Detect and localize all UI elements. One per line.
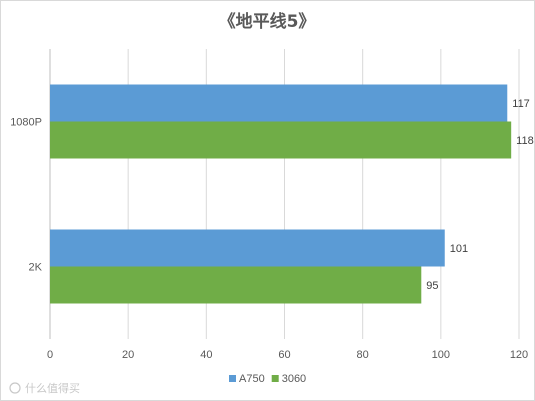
- legend-swatch: [229, 375, 236, 382]
- x-tick-label: 100: [432, 349, 450, 361]
- x-tick-label: 40: [200, 349, 212, 361]
- category-label: 2K: [29, 262, 43, 274]
- x-tick-label: 20: [122, 349, 134, 361]
- bar-3060-2K: [50, 266, 422, 304]
- x-tick-label: 80: [357, 349, 369, 361]
- data-label: 101: [450, 243, 468, 255]
- legend-swatch: [271, 375, 279, 382]
- x-axis-ticks: 0 20 40 60 80 100 120: [47, 349, 528, 361]
- chart-title: 《地平线5》: [219, 11, 316, 32]
- legend-label: A750: [239, 373, 265, 385]
- watermark-text: 什么值得买: [25, 382, 80, 395]
- data-label: 95: [426, 280, 438, 292]
- bar-3060-1080P: [50, 121, 512, 159]
- x-tick-label: 60: [278, 349, 290, 361]
- bars: 117 118 101 95: [50, 84, 534, 304]
- x-tick-label: 120: [510, 349, 528, 361]
- legend: A750 3060: [229, 373, 306, 385]
- legend-label: 3060: [282, 373, 306, 385]
- category-labels: 1080P 2K: [10, 117, 42, 274]
- data-label: 117: [512, 98, 530, 110]
- x-tick-label: 0: [47, 349, 53, 361]
- bar-A750-2K: [50, 229, 445, 267]
- category-label: 1080P: [10, 117, 42, 129]
- data-label: 118: [516, 135, 534, 147]
- bar-A750-1080P: [50, 84, 508, 122]
- watermark-logo-icon: [9, 382, 21, 394]
- watermark: 什么值得买: [9, 382, 80, 395]
